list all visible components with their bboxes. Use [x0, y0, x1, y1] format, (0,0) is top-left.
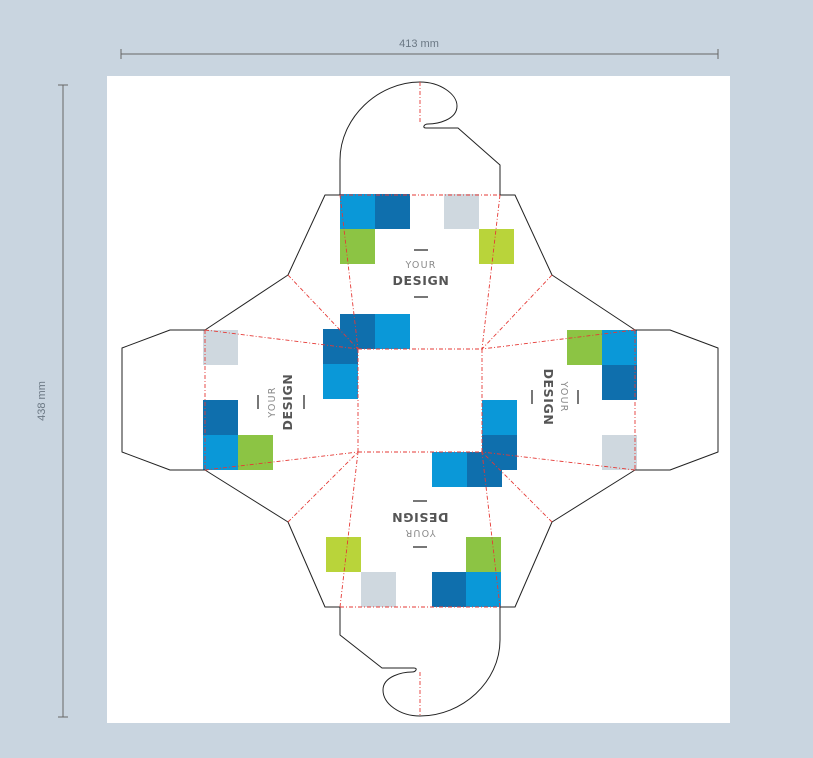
your-text: YOUR	[267, 386, 278, 418]
square-green	[238, 435, 273, 470]
design-text: DESIGN	[280, 374, 295, 431]
square-green	[340, 229, 375, 264]
panel-text-right: YOUR DESIGN	[531, 369, 579, 426]
square-dark-blue	[375, 194, 410, 229]
square-cyan	[323, 364, 358, 399]
your-text: YOUR	[404, 260, 436, 271]
square-cyan	[340, 194, 375, 229]
square-light-gray	[444, 194, 479, 229]
square-cyan	[602, 330, 637, 365]
square-cyan	[432, 452, 467, 487]
square-cyan	[466, 572, 501, 607]
design-text: DESIGN	[541, 369, 556, 426]
panel-text-left: YOUR DESIGN	[257, 374, 305, 431]
panel-text-bottom: YOUR DESIGN	[392, 500, 449, 548]
square-lime	[479, 229, 514, 264]
square-dark-blue	[432, 572, 467, 607]
bottom-panel-squares	[326, 537, 501, 607]
center-squares-se	[432, 400, 517, 487]
design-text: DESIGN	[393, 273, 450, 288]
left-panel-squares	[203, 330, 273, 470]
panel-text-top: YOUR DESIGN	[393, 249, 450, 298]
square-dark-blue	[467, 452, 502, 487]
height-dimension: 438 mm	[36, 84, 68, 718]
square-cyan	[375, 314, 410, 349]
square-cyan	[482, 400, 517, 435]
square-dark-blue	[203, 400, 238, 435]
fold-lines	[204, 82, 636, 716]
square-lime	[326, 537, 361, 572]
design-text: DESIGN	[392, 510, 449, 525]
height-label: 438 mm	[36, 381, 48, 421]
square-green	[466, 537, 501, 572]
square-green	[567, 330, 602, 365]
square-light-gray	[361, 572, 396, 607]
square-light-gray	[203, 330, 238, 365]
your-text: YOUR	[404, 527, 436, 538]
width-label: 413 mm	[399, 38, 439, 50]
right-panel-squares	[567, 330, 637, 470]
square-dark-blue	[602, 365, 637, 400]
square-cyan	[203, 435, 238, 470]
square-light-gray	[602, 435, 637, 470]
width-dimension: 413 mm	[120, 38, 719, 59]
your-text: YOUR	[558, 380, 569, 412]
